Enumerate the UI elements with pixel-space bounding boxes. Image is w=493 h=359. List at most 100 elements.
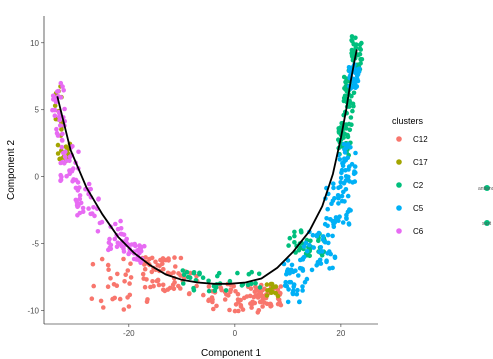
point-c6: [108, 246, 114, 252]
point-c5: [310, 232, 316, 238]
point-c5: [291, 288, 296, 293]
point-c2: [256, 271, 262, 277]
point-c12: [105, 284, 111, 290]
point-c6: [58, 80, 64, 86]
point-c2: [191, 285, 196, 291]
point-c6: [58, 178, 63, 184]
legend-marker-c17: [396, 159, 402, 165]
point-c12: [178, 255, 184, 261]
point-c2: [350, 108, 355, 114]
point-c5: [353, 150, 358, 156]
point-c5: [337, 157, 343, 162]
point-c5: [288, 279, 294, 285]
point-c12: [105, 262, 111, 268]
point-c2: [191, 270, 197, 276]
x-tick-label: 20: [336, 329, 345, 338]
point-c17: [265, 288, 270, 293]
point-c12: [115, 271, 120, 277]
point-c17: [264, 282, 270, 287]
point-c5: [330, 198, 336, 204]
point-c12: [144, 277, 149, 282]
point-c12: [126, 304, 132, 309]
point-c12: [255, 294, 261, 300]
point-c2: [348, 115, 354, 120]
point-c6: [59, 144, 65, 150]
point-c12: [277, 300, 283, 306]
point-c12: [268, 301, 274, 307]
point-c2: [346, 104, 352, 109]
point-c2: [292, 240, 297, 245]
point-c5: [301, 254, 307, 260]
point-c12: [161, 257, 166, 263]
point-c12: [144, 299, 150, 305]
y-tick-label: 10: [30, 39, 39, 48]
point-c5: [337, 214, 342, 219]
legend-entries: C12 C17 C2 C5 C6: [396, 135, 428, 236]
point-c12: [172, 280, 177, 285]
point-c2: [347, 100, 353, 106]
point-c5: [354, 84, 360, 89]
point-c5: [283, 279, 289, 285]
point-c12: [219, 287, 224, 293]
y-ticks: -10 -5 0 5 10: [27, 39, 44, 316]
point-c5: [311, 245, 317, 250]
point-c2: [249, 281, 254, 287]
point-c6: [61, 88, 66, 93]
legend-label-c17: C17: [413, 158, 428, 167]
point-c5: [301, 244, 307, 249]
point-c5: [285, 267, 291, 272]
point-c6: [132, 241, 137, 247]
point-c12: [156, 282, 162, 288]
point-c12: [122, 279, 127, 284]
point-c5: [296, 273, 301, 278]
point-c12: [161, 287, 166, 293]
point-c5: [344, 216, 349, 222]
point-c2: [223, 288, 229, 293]
point-c5: [348, 145, 353, 150]
point-c2: [358, 57, 363, 62]
point-c12: [142, 284, 148, 290]
x-tick-label: -20: [123, 329, 135, 338]
points-layer: [50, 34, 365, 315]
point-c6: [60, 159, 65, 165]
point-c6: [70, 144, 75, 149]
x-tick-label: 0: [233, 329, 238, 338]
point-c12: [91, 283, 96, 289]
point-c6: [50, 93, 56, 99]
point-c12: [125, 295, 130, 300]
legend-label-c5: C5: [413, 204, 424, 213]
point-c12: [106, 267, 111, 273]
point-c12: [258, 299, 264, 305]
point-c2: [246, 271, 252, 277]
point-c12: [210, 297, 215, 302]
point-c5: [304, 249, 310, 254]
side-labels: antiandrogen sust: [478, 185, 493, 227]
point-c12: [166, 256, 171, 261]
point-c6: [73, 197, 79, 203]
point-c5: [303, 240, 309, 246]
point-c12: [255, 310, 261, 315]
point-c5: [317, 249, 322, 255]
point-c2: [319, 253, 325, 258]
point-c5: [314, 233, 320, 239]
point-c5: [315, 259, 321, 265]
point-c6: [118, 231, 124, 237]
point-c12: [151, 283, 156, 289]
point-c2: [351, 41, 357, 47]
point-c5: [324, 259, 329, 265]
point-c12: [244, 294, 250, 299]
point-c12: [252, 289, 258, 295]
point-c12: [101, 305, 106, 310]
point-c2: [298, 228, 304, 233]
point-c2: [351, 103, 356, 109]
point-c5: [339, 167, 345, 173]
point-c6: [57, 117, 62, 123]
point-c12: [232, 308, 238, 314]
point-c6: [55, 133, 61, 138]
trajectory-line: [56, 49, 358, 285]
point-c12: [149, 269, 155, 275]
point-c12: [172, 255, 177, 260]
point-c12: [128, 275, 134, 280]
point-c12: [165, 287, 171, 292]
point-c6: [77, 196, 83, 202]
